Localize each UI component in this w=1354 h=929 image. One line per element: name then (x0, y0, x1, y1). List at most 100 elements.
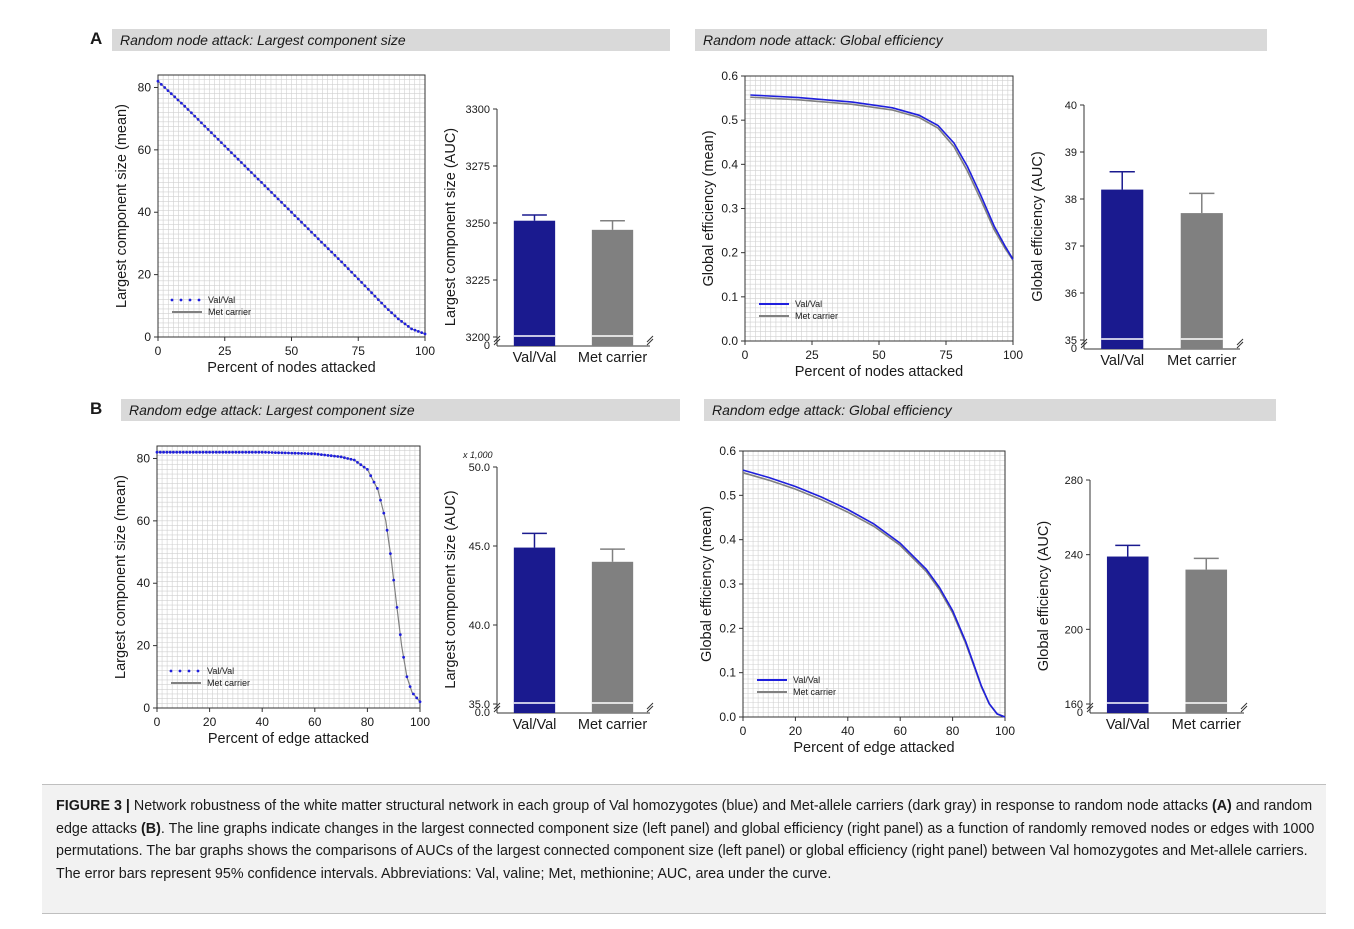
data-point-val-val (410, 327, 413, 331)
x-tick-label: 40 (256, 715, 270, 729)
data-point-val-val (395, 606, 399, 609)
data-point-val-val (283, 451, 287, 455)
data-point-val-val (352, 458, 356, 462)
x-axis-label: Percent of nodes attacked (795, 364, 963, 380)
y-tick-label-zero: 0 (484, 340, 490, 352)
data-point-val-val (359, 463, 363, 467)
axis-break-mark (1240, 702, 1248, 710)
data-point-val-val (240, 161, 243, 164)
legend-label-met-carrier: Met carrier (208, 307, 251, 317)
data-point-val-val (158, 450, 162, 454)
data-point-val-val (385, 528, 389, 532)
data-point-val-val (210, 131, 213, 135)
y-tick-label: 0.2 (721, 246, 738, 260)
y-tick-label: 0.6 (721, 69, 738, 83)
data-point-val-val (290, 451, 294, 455)
axis-break-mark (1236, 341, 1244, 349)
data-point-val-val (237, 450, 241, 454)
legend-label-met-carrier: Met carrier (795, 311, 838, 321)
x-axis-label: Percent of nodes attacked (207, 360, 375, 376)
series-line-val-val (742, 469, 1006, 718)
data-point-val-val (253, 174, 257, 178)
data-point-val-val (175, 450, 179, 454)
data-point-val-val (165, 450, 169, 454)
figure-canvas: 0 20 40 60 80 0 25 50 75 100 Percent of nodes atta… (113, 69, 1248, 756)
data-point-val-val (256, 177, 260, 181)
x-tick-label: 50 (872, 348, 886, 362)
x-tick-label: 100 (415, 344, 435, 358)
x-tick-label: 0 (155, 344, 162, 358)
data-point-val-val (290, 210, 293, 214)
y-tick-label: 3300 (466, 104, 490, 116)
data-point-val-val (393, 314, 397, 318)
data-point-val-val (316, 237, 320, 241)
data-point-val-val (231, 450, 235, 454)
x-axis-label: Percent of edge attacked (208, 731, 369, 747)
data-point-val-val (223, 144, 227, 148)
data-point-val-val (250, 171, 253, 174)
legend-marker-val-val (178, 669, 182, 673)
bar-met-carrier (591, 229, 634, 346)
legend-label-met-carrier: Met carrier (207, 678, 250, 688)
x-tick-label: 100 (1003, 348, 1023, 362)
series-line-met-carrier (750, 96, 1014, 261)
axis-break-mark (1240, 705, 1248, 713)
axis-break-mark (1086, 705, 1094, 713)
data-point-val-val (330, 250, 333, 254)
y-tick-label: 0.5 (721, 113, 738, 127)
data-point-val-val (403, 322, 407, 326)
panel-b-right-title: Random edge attack: Global efficiency (704, 399, 1276, 421)
legend-label-met-carrier: Met carrier (793, 687, 836, 697)
category-label-val-val: Val/Val (1100, 353, 1144, 369)
y-axis-label: Largest component size (AUC) (443, 490, 459, 688)
y-tick-label: 20 (137, 639, 151, 653)
x-axis-label: Percent of edge attacked (793, 740, 954, 756)
data-point-val-val (413, 328, 417, 332)
y-axis-label: Global efficiency (AUC) (1030, 151, 1046, 301)
y-tick-label: 80 (138, 80, 152, 94)
data-point-val-val (297, 451, 300, 455)
data-point-val-val (250, 450, 254, 454)
data-point-val-val (211, 450, 215, 454)
legend-marker-val-val (179, 298, 183, 302)
caption-text-2: and random edge attacks (56, 798, 1313, 837)
data-point-val-val (306, 227, 310, 231)
y-tick-label: 40 (138, 205, 152, 219)
bar-met-carrier (591, 561, 634, 713)
data-point-val-val (400, 320, 403, 323)
data-point-val-val (233, 154, 237, 158)
y-tick-label: 0.1 (721, 290, 738, 304)
series-points-val-val (156, 79, 427, 336)
data-point-val-val (415, 696, 419, 700)
series-points-val-val (155, 450, 422, 704)
y-tick-label: 37 (1065, 241, 1077, 253)
data-point-val-val (200, 121, 203, 125)
y-tick-label: 0.0 (721, 334, 738, 348)
x-tick-label: 80 (946, 724, 960, 738)
data-point-val-val (336, 455, 340, 458)
data-point-val-val (300, 452, 303, 455)
data-point-val-val (266, 187, 270, 191)
data-point-val-val (310, 230, 313, 234)
data-point-val-val (383, 305, 387, 308)
legend-label-val-val: Val/Val (207, 666, 234, 676)
y-tick-label: 39 (1065, 147, 1077, 159)
bar-val-val (1101, 189, 1144, 349)
data-point-val-val (303, 224, 307, 227)
data-point-val-val (236, 157, 240, 161)
y-axis-label: Largest component size (mean) (114, 104, 130, 308)
data-point-val-val (280, 200, 283, 204)
data-point-val-val (226, 147, 230, 151)
data-point-val-val (287, 451, 290, 455)
data-point-val-val (360, 281, 363, 284)
data-point-val-val (412, 692, 415, 696)
category-label-val-val: Val/Val (1106, 717, 1150, 733)
x-tick-label: 0 (742, 348, 749, 362)
data-point-val-val (293, 451, 297, 455)
data-point-val-val (323, 244, 327, 247)
y-tick-label: 0.5 (719, 488, 736, 502)
data-point-val-val (389, 552, 392, 555)
legend-label-val-val: Val/Val (793, 675, 820, 685)
y-tick-label: 3200 (466, 332, 490, 344)
data-point-val-val (208, 450, 212, 454)
